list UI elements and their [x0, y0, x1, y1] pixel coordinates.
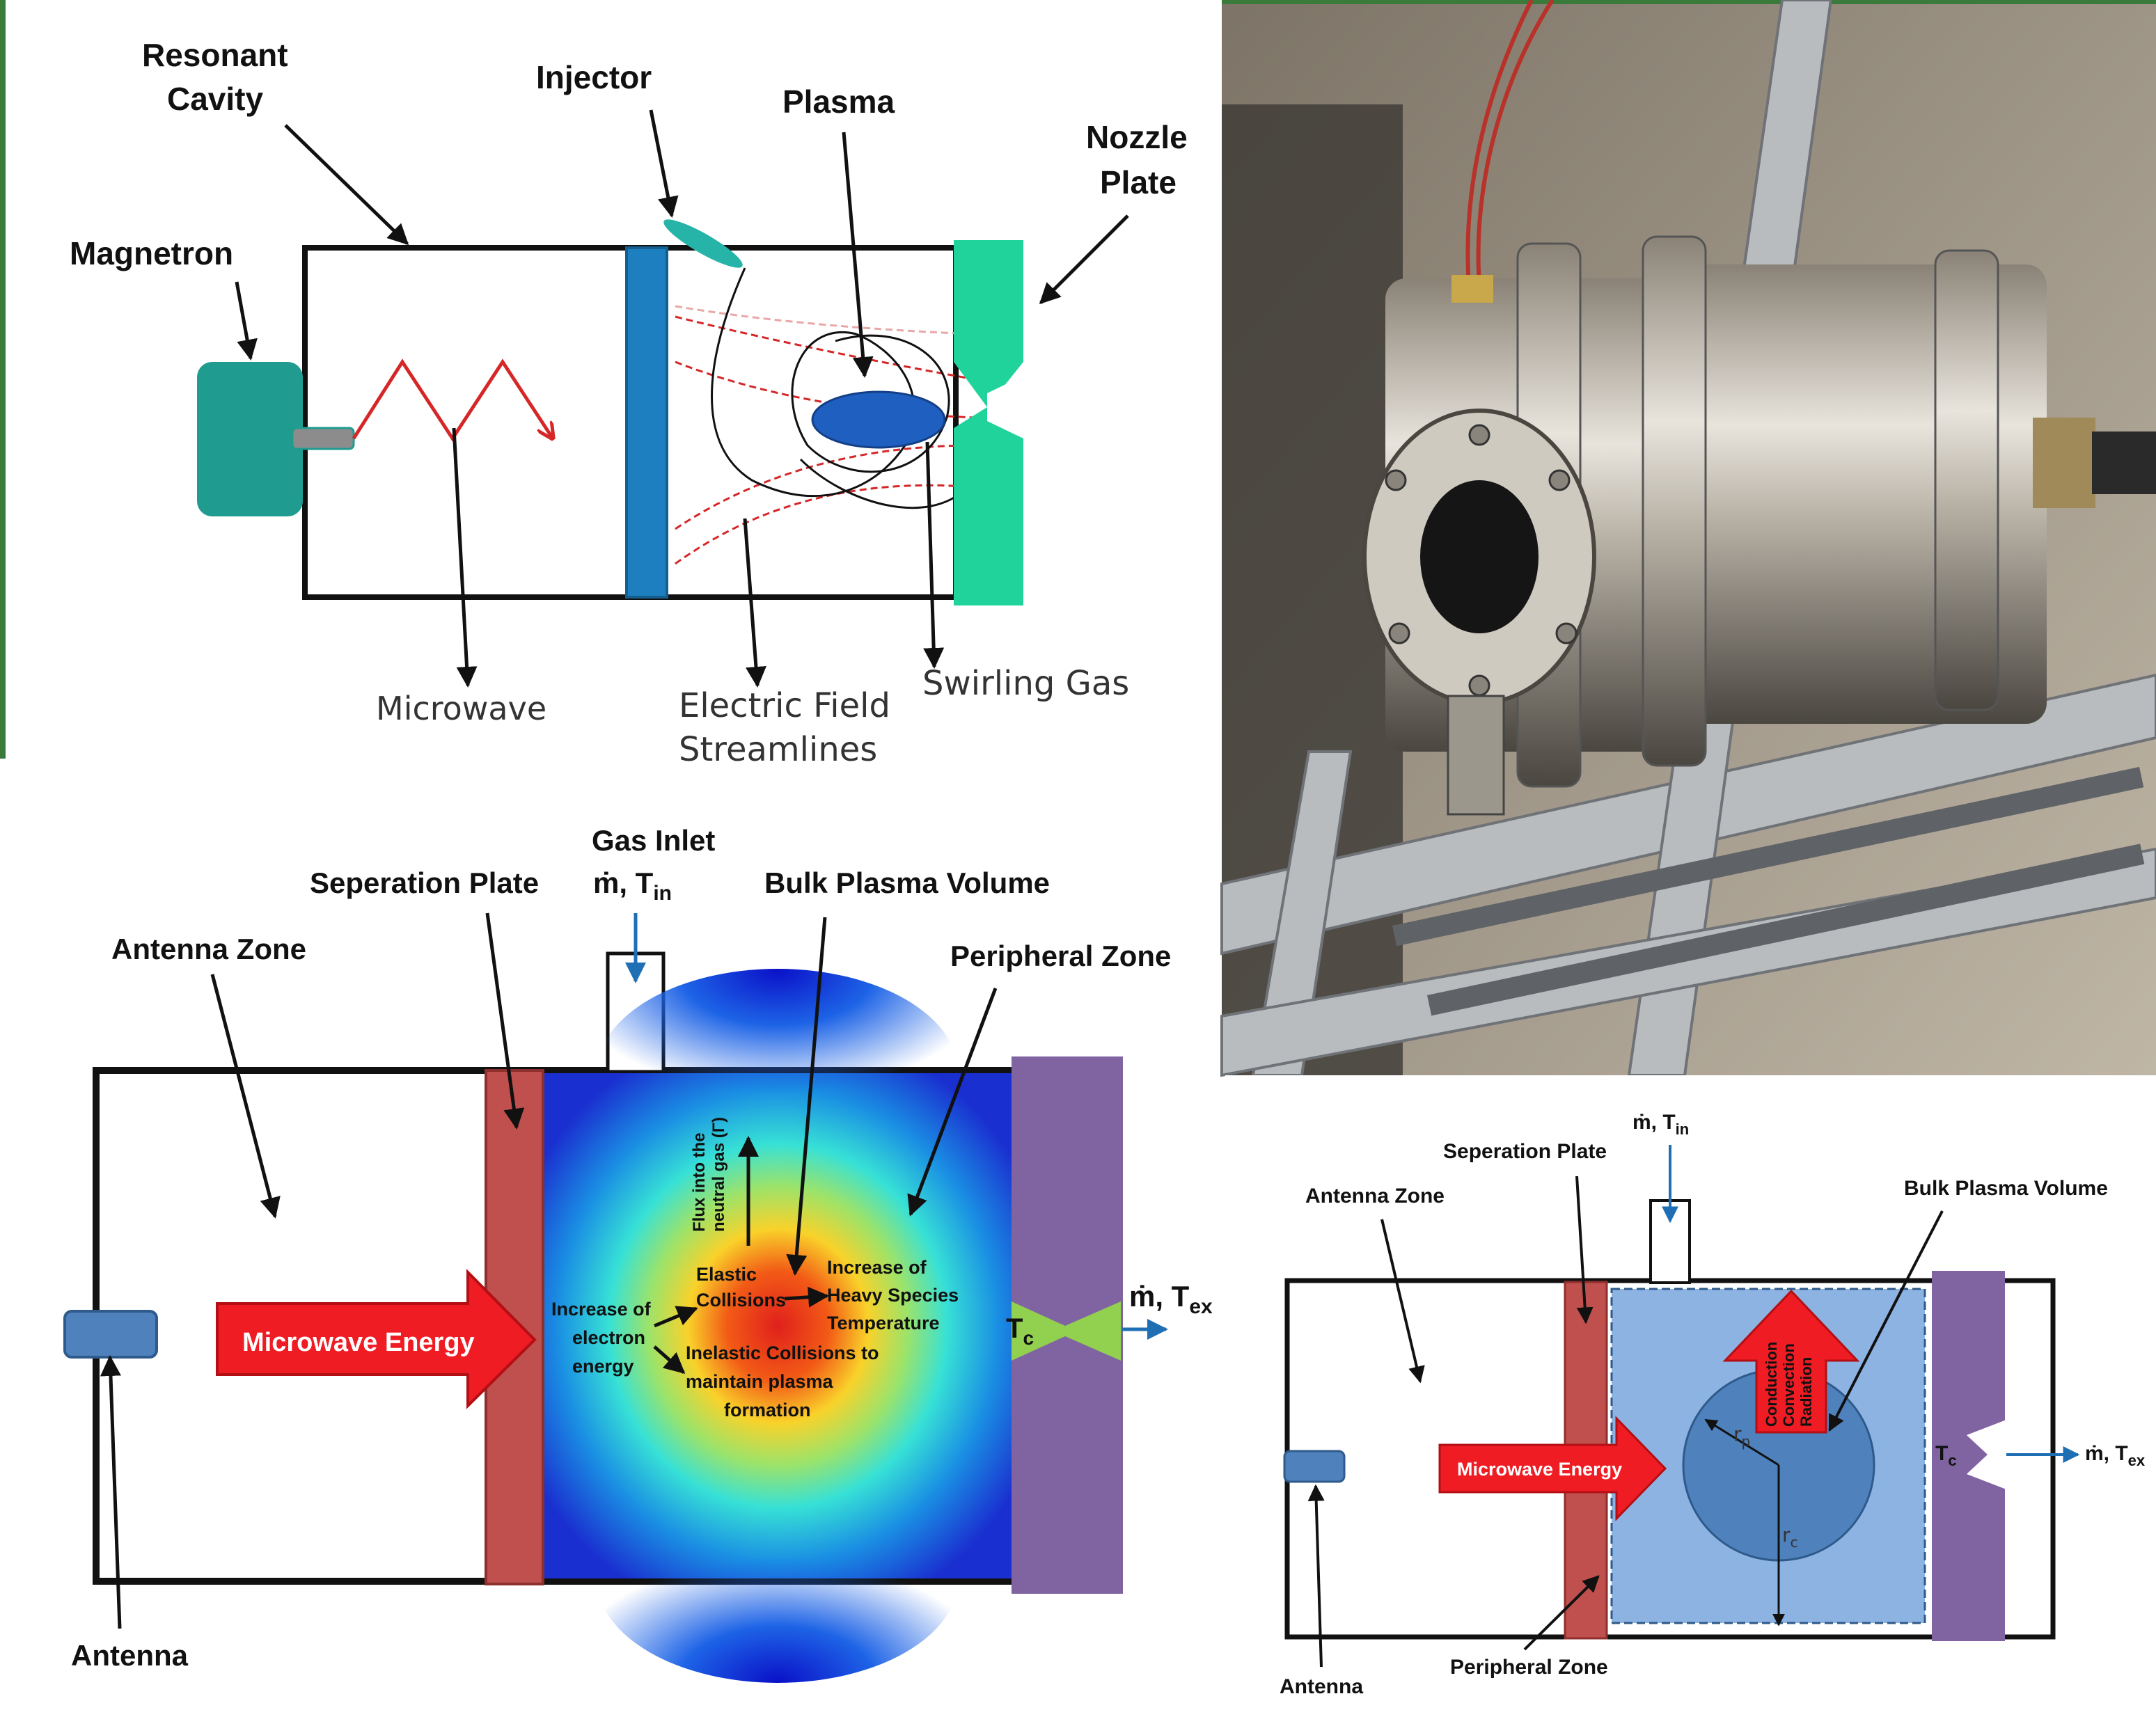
frame-rails: [1392, 766, 2145, 1016]
panel-d-model: Microwave Energy Conduction Convection R…: [1225, 1075, 2156, 1710]
microwave-energy-arrow-d: [1438, 1416, 1667, 1521]
red-wires: [1465, 0, 1555, 286]
field-low-top: [597, 969, 959, 1178]
flange-right: [1934, 249, 1999, 711]
nozzle-throat-d: [1967, 1420, 2006, 1489]
arrow-elastic-to-heavy: [784, 1286, 829, 1308]
label-elastic-collisions: Elastic Collisions: [696, 1264, 786, 1311]
label-microwave: Microwave: [376, 690, 546, 727]
arrow-resonant-cavity: [284, 124, 409, 246]
label-increase-electron-energy: Increase of electron energy: [551, 1299, 656, 1377]
label-peripheral-zone: Peripheral Zone: [950, 940, 1171, 972]
label-inelastic-collisions: Inelastic Collisions to maintain plasma …: [686, 1343, 884, 1420]
antenna-element: [63, 1310, 158, 1359]
label-mdot-tex-d: ṁ, Tex: [2085, 1442, 2146, 1469]
arrow-magnetron: [235, 281, 258, 361]
microwave-energy-label-d: Microwave Energy: [1457, 1459, 1622, 1480]
panel-a-border: [0, 0, 6, 759]
label-antenna-d: Antenna: [1280, 1675, 1363, 1698]
arrow-peripheral-zone: [907, 988, 998, 1217]
label-tc-d: Tc: [1935, 1442, 1957, 1469]
flange-middle: [1642, 235, 1707, 767]
label-plasma: Plasma: [782, 84, 895, 120]
label-flux-neutral-gas: Flux into the neutral gas (Γ): [690, 1117, 728, 1232]
label-nozzle-plate: Nozzle Plate: [1086, 119, 1196, 200]
dielectric-plate: [625, 246, 668, 599]
nozzle-throat: [987, 376, 1023, 438]
nozzle-throat-green: [1012, 1301, 1121, 1361]
label-separation-plate-d: Seperation Plate: [1443, 1140, 1607, 1163]
brass-fitting: [1451, 275, 1493, 303]
arrow-antenna-d: [1307, 1484, 1325, 1668]
microwave-energy-arrow: [216, 1269, 537, 1409]
label-peripheral-zone-d: Peripheral Zone: [1450, 1656, 1608, 1679]
arrow-electron-to-inelastic: [653, 1345, 686, 1374]
arrow-plasma: [842, 132, 874, 378]
radius-rp-line: [1704, 1418, 1779, 1466]
microwave-wave: [352, 358, 553, 438]
arrow-electron-to-elastic: [654, 1306, 698, 1328]
label-injector: Injector: [536, 59, 652, 95]
arrow-bulk-plasma-d: [1828, 1210, 1944, 1432]
label-mdot-tin: ṁ, Tin: [593, 866, 672, 905]
label-increase-heavy-species: Increase of Heavy Species Temperature: [827, 1257, 964, 1333]
microwave-energy-label: Microwave Energy: [242, 1328, 475, 1357]
label-resonant-cavity: Resonant Cavity: [142, 37, 297, 117]
arrow-microwave: [452, 427, 478, 688]
arrow-antenna: [100, 1355, 122, 1629]
label-bulk-plasma-volume: Bulk Plasma Volume: [764, 866, 1050, 899]
panel-c-energy-map: Microwave Energy Gas Inlet ṁ, Tin Sepera…: [63, 824, 1213, 1683]
label-separation-plate: Seperation Plate: [310, 866, 539, 899]
outlet-fitting: [2033, 418, 2095, 508]
label-electric-field-streamlines: Electric Field Streamlines: [679, 686, 901, 769]
injector-nozzle: [663, 219, 743, 268]
label-bulk-plasma-volume-d: Bulk Plasma Volume: [1904, 1177, 2108, 1200]
arrow-injector: [649, 109, 679, 218]
label-mdot-tin-d: ṁ, Tin: [1632, 1111, 1689, 1138]
label-mdot-tex: ṁ, Tex: [1129, 1280, 1213, 1318]
arrow-swirling-gas: [923, 441, 945, 669]
label-rp: rp: [1733, 1423, 1750, 1450]
label-magnetron: Magnetron: [70, 235, 233, 271]
panel-a-schematic: Resonant Cavity Injector Plasma Nozzle P…: [0, 0, 1196, 769]
magnetron-stub: [291, 427, 355, 450]
photo-top-border: [1222, 0, 2156, 4]
label-antenna-zone-d: Antenna Zone: [1305, 1185, 1445, 1208]
arrow-peripheral-zone-d: [1523, 1575, 1600, 1651]
panel-b-photo: [1220, 0, 2156, 1077]
arrow-electric-field: [743, 518, 766, 688]
arrow-separation-plate-d: [1575, 1175, 1594, 1324]
arrow-separation-plate: [485, 912, 525, 1130]
label-tc: Tc: [1006, 1313, 1034, 1349]
label-gas-inlet: Gas Inlet: [592, 824, 715, 857]
viewport-window: [1420, 480, 1539, 633]
gas-fitting: [1447, 695, 1505, 816]
label-heat-transfer-modes: Conduction Convection Radiation: [1763, 1338, 1815, 1427]
heat-loss-arrow-d: [1722, 1289, 1860, 1434]
field-low-bottom: [597, 1474, 959, 1683]
arrow-antenna-zone: [210, 974, 281, 1219]
label-antenna-zone: Antenna Zone: [111, 933, 306, 965]
outlet-tube: [2092, 432, 2156, 494]
arrow-bulk-plasma: [786, 917, 827, 1276]
swirling-gas-lines: [711, 267, 969, 509]
plasma-core: [811, 390, 946, 449]
nozzle-plate: [954, 240, 1023, 605]
magnetron-block: [197, 362, 303, 516]
arrow-nozzle-plate: [1039, 214, 1129, 305]
label-rc: rc: [1782, 1523, 1798, 1551]
label-antenna: Antenna: [71, 1639, 189, 1672]
label-swirling-gas: Swirling Gas: [922, 664, 1129, 703]
arrow-antenna-zone-d: [1380, 1219, 1425, 1384]
antenna-element-d: [1283, 1450, 1346, 1483]
